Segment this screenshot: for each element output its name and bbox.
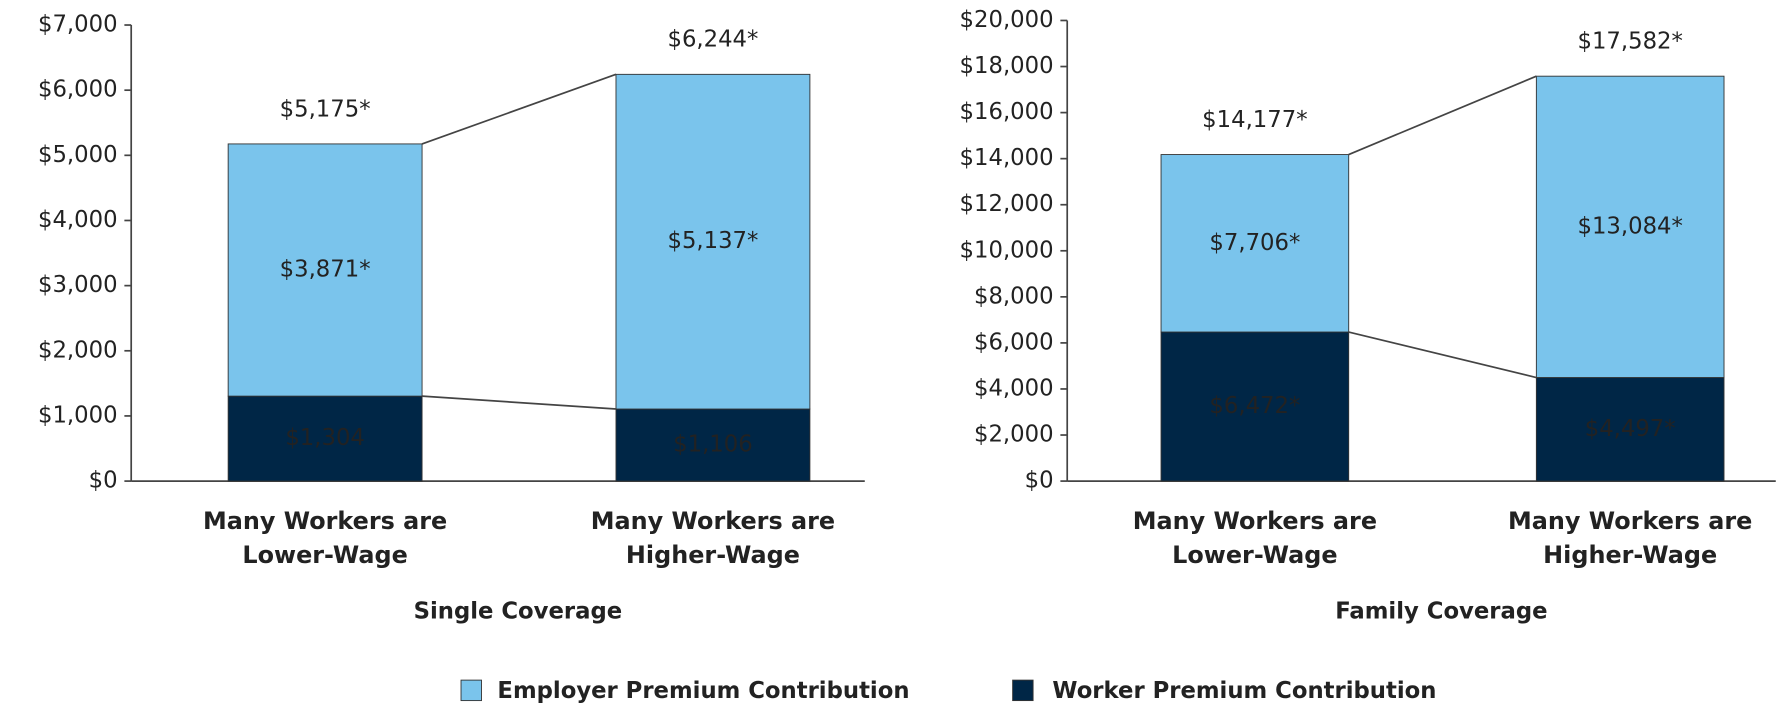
- total-label: $6,244*: [667, 27, 758, 53]
- y-tick-label: $4,000: [974, 375, 1054, 401]
- x-tick-label: Many Workers are Higher-Wage: [590, 507, 836, 569]
- value-label: $1,106: [673, 432, 753, 458]
- y-tick-label: $5,000: [38, 142, 118, 168]
- y-tick-label: $7,000: [38, 12, 118, 38]
- value-label: $7,706*: [1209, 230, 1300, 256]
- bar-segment: [227, 143, 423, 397]
- bar-segment: [615, 408, 811, 482]
- y-tick-label: $1,000: [38, 402, 118, 428]
- connector: [421, 73, 617, 145]
- connector: [1348, 331, 1537, 379]
- x-axis-label: Single Coverage: [414, 598, 623, 624]
- y-tick-label: $14,000: [960, 145, 1054, 171]
- x-tick-label: Many Workers are Higher-Wage: [1508, 507, 1753, 569]
- y-tick-label: $2,000: [974, 422, 1054, 448]
- x-tick-label-box: Many Workers are Higher-Wage: [590, 507, 836, 569]
- bar-segment: [615, 73, 811, 410]
- y-tick-label: $18,000: [960, 53, 1054, 79]
- total-label: $5,175*: [280, 96, 371, 122]
- x-tick-label-box: Many Workers are Lower-Wage: [1132, 507, 1378, 569]
- connector: [422, 395, 617, 410]
- value-label: $4,497*: [1585, 416, 1676, 442]
- value-label: $3,871*: [280, 257, 371, 283]
- y-tick-label: $10,000: [960, 237, 1054, 263]
- bar-segment: [1535, 75, 1725, 378]
- bar-segment: [1160, 331, 1350, 482]
- y-tick-label: $12,000: [960, 191, 1054, 217]
- bar-segment: [1535, 377, 1725, 482]
- y-tick-label: $8,000: [974, 283, 1054, 309]
- y-tick-label: $6,000: [974, 329, 1054, 355]
- x-axis-label: Family Coverage: [1335, 598, 1547, 624]
- legend-swatch: [1012, 679, 1034, 702]
- value-label: $5,137*: [667, 228, 758, 254]
- legend-swatch: [460, 679, 482, 702]
- y-tick-label: $0: [1025, 468, 1054, 494]
- connector: [1348, 75, 1537, 156]
- y-tick-label: $3,000: [38, 272, 118, 298]
- x-tick-label-box: Many Workers are Lower-Wage: [202, 507, 448, 569]
- total-label: $17,582*: [1577, 29, 1682, 55]
- value-label: $6,472*: [1209, 393, 1300, 419]
- x-tick-label-box: Many Workers are Higher-Wage: [1508, 507, 1753, 569]
- y-tick-label: $4,000: [38, 207, 118, 233]
- y-tick-label: $0: [89, 468, 118, 494]
- y-tick-label: $16,000: [960, 99, 1054, 125]
- value-label: $1,304: [285, 425, 365, 451]
- x-tick-label: Many Workers are Lower-Wage: [202, 507, 448, 569]
- bar-segment: [1160, 154, 1350, 333]
- y-tick-label: $6,000: [38, 77, 118, 103]
- y-tick-label: $20,000: [960, 7, 1054, 33]
- legend-label: Worker Premium Contribution: [1052, 678, 1436, 704]
- x-tick-label: Many Workers are Lower-Wage: [1132, 507, 1378, 569]
- legend-label: Employer Premium Contribution: [497, 678, 909, 704]
- total-label: $14,177*: [1202, 107, 1307, 133]
- y-tick-label: $2,000: [38, 337, 118, 363]
- value-label: $13,084*: [1577, 213, 1682, 239]
